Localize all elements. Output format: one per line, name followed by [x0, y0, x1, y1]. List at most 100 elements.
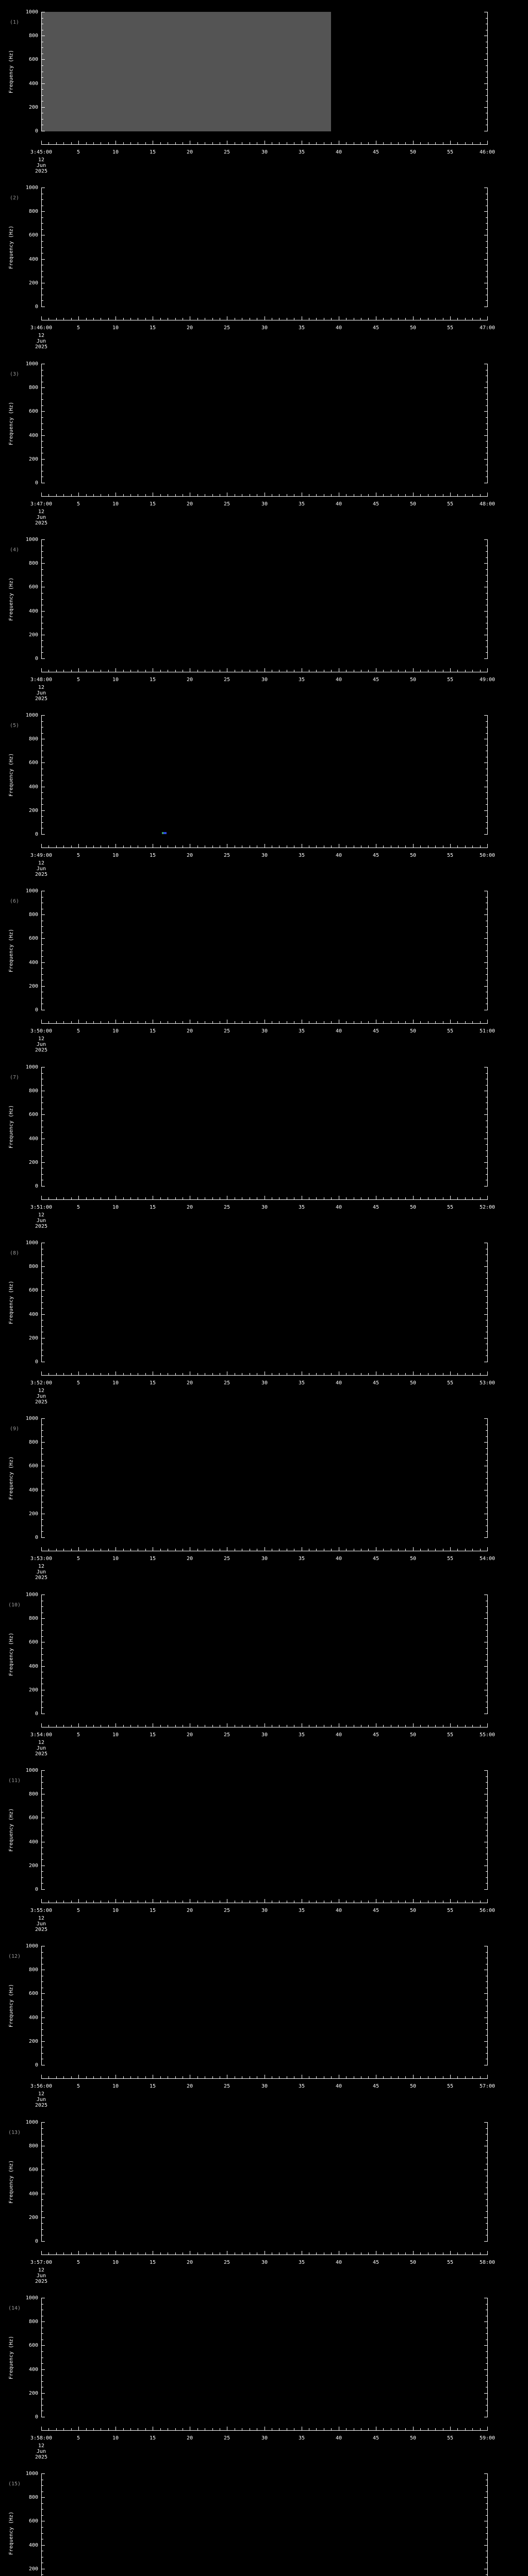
- y-tick: [486, 1519, 487, 1520]
- x-tick: [465, 494, 466, 496]
- frequency-axis-title: Frequency (Hz): [8, 753, 14, 797]
- x-tick: [472, 845, 473, 848]
- y-tick: [486, 551, 487, 552]
- y-tick: [42, 1326, 43, 1327]
- x-tick: [78, 844, 79, 848]
- x-tick: [480, 1725, 481, 1727]
- x-tick: [86, 1901, 87, 1903]
- x-tick-label: 55: [447, 2260, 454, 2265]
- y-tick: [42, 804, 43, 805]
- y-tick: [42, 1448, 43, 1449]
- x-tick: [480, 1901, 481, 1903]
- x-tick-label: 20: [186, 1732, 193, 1738]
- x-tick-label: 55: [447, 2083, 454, 2089]
- y-tick-label: 1000: [25, 361, 38, 367]
- detection-blip-blue: [163, 832, 167, 834]
- x-axis: [41, 1023, 488, 1024]
- x-tick: [71, 1197, 72, 1199]
- x-tick: [160, 1021, 161, 1023]
- x-tick: [197, 494, 198, 496]
- x-tick: [383, 1021, 384, 1023]
- x-tick-label: 3:54:00: [30, 1732, 53, 1738]
- x-tick: [56, 142, 57, 144]
- x-tick: [331, 2252, 332, 2255]
- y-tick: [42, 2515, 43, 2516]
- x-tick: [41, 1020, 42, 1023]
- x-tick: [480, 1373, 481, 1375]
- y-tick: [42, 715, 45, 716]
- x-tick-label: 30: [261, 1732, 268, 1738]
- y-tick-label: 200: [28, 1863, 38, 1869]
- y-tick: [486, 18, 487, 19]
- y-tick: [42, 2053, 43, 2054]
- x-tick: [41, 1371, 42, 1375]
- y-tick-label: 0: [35, 832, 38, 837]
- x-tick-label: 25: [223, 1732, 230, 1738]
- y-tick: [486, 1308, 487, 1309]
- x-tick: [435, 142, 436, 144]
- x-tick-label: 5: [76, 677, 80, 683]
- x-tick: [383, 1901, 384, 1903]
- y-tick: [484, 2345, 487, 2346]
- x-tick: [435, 1373, 436, 1375]
- x-tick-label: 40: [335, 677, 342, 683]
- x-tick: [93, 1725, 94, 1727]
- y-tick: [486, 1326, 487, 1327]
- x-tick: [78, 1196, 79, 1199]
- x-tick-label: 35: [298, 1205, 305, 1210]
- x-tick: [86, 2252, 87, 2255]
- y-tick: [42, 89, 43, 90]
- y-axis-left: [41, 1770, 42, 1890]
- y-tick: [486, 1707, 487, 1708]
- y-tick: [42, 1707, 43, 1708]
- y-axis-right: [487, 2122, 488, 2242]
- y-tick: [42, 986, 45, 987]
- x-tick: [413, 316, 414, 320]
- y-tick: [42, 944, 43, 945]
- x-tick: [398, 142, 399, 144]
- x-tick: [413, 1196, 414, 1199]
- x-tick: [368, 2428, 369, 2430]
- x-tick: [93, 1373, 94, 1375]
- x-tick-label: 45: [372, 501, 380, 507]
- x-tick: [383, 318, 384, 320]
- date-label: Jun: [36, 1569, 46, 1575]
- y-tick: [42, 2545, 45, 2546]
- y-tick: [486, 1355, 487, 1356]
- date-label: 12: [38, 157, 45, 163]
- x-tick: [71, 1549, 72, 1551]
- y-tick: [42, 2473, 45, 2474]
- x-tick-label: 3:47:00: [30, 501, 53, 507]
- y-tick: [486, 1636, 487, 1637]
- y-tick: [42, 2497, 45, 2498]
- x-tick: [487, 493, 488, 496]
- x-tick-label: 57:00: [479, 2083, 496, 2089]
- y-tick-label: 800: [28, 912, 38, 918]
- x-tick: [487, 1899, 488, 1903]
- x-tick-label: 35: [298, 853, 305, 858]
- y-tick-label: 400: [28, 2367, 38, 2372]
- y-tick: [484, 2241, 487, 2242]
- y-tick: [484, 1537, 487, 1538]
- x-tick-label: 51:00: [479, 1028, 496, 1034]
- y-tick-label: 400: [28, 608, 38, 614]
- x-tick: [86, 1725, 87, 1727]
- x-tick: [123, 1725, 124, 1727]
- y-tick: [486, 1507, 487, 1508]
- x-tick: [383, 2252, 384, 2255]
- date-label: 2025: [35, 872, 48, 877]
- x-tick: [197, 2076, 198, 2078]
- y-tick: [486, 581, 487, 582]
- x-tick-label: 45: [372, 1205, 380, 1210]
- x-tick-label: 5: [76, 1732, 80, 1738]
- x-tick: [93, 2428, 94, 2430]
- x-tick-label: 10: [112, 2083, 119, 2089]
- x-tick-label: 55: [447, 1908, 454, 1913]
- y-tick: [42, 1085, 43, 1086]
- x-tick: [78, 316, 79, 320]
- y-tick-label: 800: [28, 1967, 38, 1973]
- x-tick: [56, 845, 57, 848]
- x-tick: [487, 316, 488, 320]
- y-tick: [486, 2199, 487, 2200]
